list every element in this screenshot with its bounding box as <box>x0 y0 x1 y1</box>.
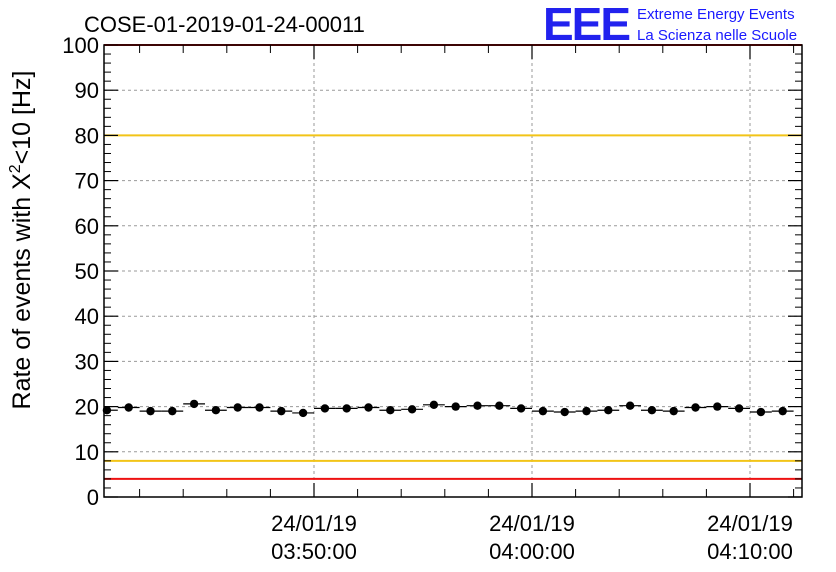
data-point <box>320 404 330 413</box>
data-point <box>538 406 548 416</box>
y-tick-label: 40 <box>75 304 99 329</box>
data-point <box>495 401 504 410</box>
data-point <box>429 400 439 409</box>
data-points <box>102 399 794 418</box>
data-point <box>189 399 199 409</box>
data-point <box>124 403 133 412</box>
x-tick-time: 04:10:00 <box>707 539 793 564</box>
x-tick-time: 04:00:00 <box>489 539 575 564</box>
chart-title: COSE-01-2019-01-24-00011 <box>84 12 365 37</box>
y-tick-label: 30 <box>75 349 99 374</box>
logo-line-1: Extreme Energy Events <box>637 6 795 23</box>
data-point <box>669 406 678 416</box>
data-point <box>386 406 395 415</box>
data-point <box>451 402 460 411</box>
y-tick-label: 80 <box>75 123 99 148</box>
y-tick-label: 20 <box>75 395 99 420</box>
data-point <box>233 403 242 412</box>
data-point <box>211 406 221 415</box>
data-point <box>691 403 700 412</box>
y-tick-label: 60 <box>75 214 99 239</box>
y-axis-label: Rate of events with X2<10 [Hz] <box>7 71 36 410</box>
data-point <box>713 402 722 411</box>
y-tick-label: 100 <box>62 33 99 58</box>
y-tick-label: 10 <box>75 440 99 465</box>
y-axis-label-sup: 2 <box>7 164 24 173</box>
y-tick-label: 50 <box>75 259 99 284</box>
logo-mark: EEE <box>543 0 629 50</box>
data-point <box>604 406 613 415</box>
data-point <box>560 407 569 417</box>
x-tick-date: 24/01/19 <box>489 511 575 536</box>
data-point <box>342 404 351 413</box>
data-point <box>277 406 286 416</box>
data-point <box>146 406 155 416</box>
x-tick-date: 24/01/19 <box>271 511 357 536</box>
data-point <box>756 407 766 417</box>
data-point <box>516 404 526 413</box>
data-point <box>298 408 308 418</box>
data-point <box>582 406 591 416</box>
data-point <box>473 401 482 410</box>
data-point <box>625 401 635 410</box>
y-tick-label: 90 <box>75 78 99 103</box>
x-tick-date: 24/01/19 <box>707 511 793 536</box>
logo-line-2: La Scienza nelle Scuole <box>637 27 797 44</box>
data-point <box>102 406 112 415</box>
data-point <box>647 406 657 415</box>
data-point <box>778 406 787 416</box>
x-tick-time: 03:50:00 <box>271 539 357 564</box>
data-point <box>168 406 177 416</box>
y-tick-label: 70 <box>75 169 99 194</box>
x-tick-labels: 24/01/19 03:50:00 24/01/19 04:00:00 24/01/19… <box>271 511 793 564</box>
y-tick-label: 0 <box>87 485 99 510</box>
data-point <box>734 404 744 413</box>
y-axis-label-main: Rate of events with X <box>8 173 36 410</box>
y-axis-label-tail: <10 [Hz] <box>8 71 36 165</box>
threshold-lines <box>104 44 802 480</box>
data-point <box>255 403 264 412</box>
axis-ticks <box>104 44 802 498</box>
data-point <box>364 403 373 412</box>
grid <box>104 45 802 497</box>
y-tick-labels: 0 10 20 30 40 50 60 70 80 90 100 <box>62 33 99 510</box>
data-point <box>407 405 417 414</box>
eee-logo: EEE Extreme Energy Events La Scienza nel… <box>543 0 797 50</box>
